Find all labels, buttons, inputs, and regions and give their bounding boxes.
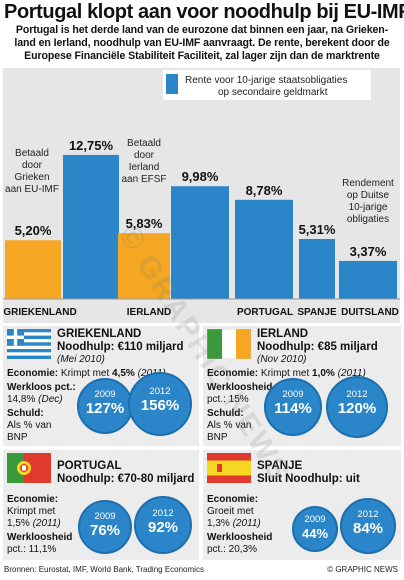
debt-circle-ireland-2012: 2012 120% xyxy=(326,376,388,438)
panel-unemp-val-portugal: pct.: 11,1% xyxy=(7,544,57,555)
legend-label: Rente voor 10-jarige staatsobligaties xyxy=(185,75,347,86)
panel-title-portugal: PORTUGAL xyxy=(57,460,122,472)
bar-value-label: 5,31% xyxy=(299,222,336,237)
intro-line: Portugal is het derde land van de eurozo… xyxy=(15,24,389,36)
debt-circle-spain-2012: 2012 84% xyxy=(340,498,396,554)
bar-blue xyxy=(171,186,229,299)
x-tick-label: GRIEKENLAND xyxy=(3,307,76,318)
x-tick-label: IERLAND xyxy=(127,307,171,318)
panel-unemp-val-ireland: pct.: 15% xyxy=(207,394,249,405)
bar-annotation: aan EU-IMF xyxy=(5,184,59,195)
panel-aid-greece: Noodhulp: €110 miljard xyxy=(57,341,184,353)
panel-aid-spain: Sluit Noodhulp: uit xyxy=(257,473,360,485)
bar-value-label: 5,20% xyxy=(15,223,52,238)
debt-circle-spain-2009: 2009 44% xyxy=(292,506,338,552)
panel-aid-portugal: Noodhulp: €70-80 miljard xyxy=(57,473,195,485)
x-tick-label: SPANJE xyxy=(297,307,337,318)
bar-value-label: 3,37% xyxy=(350,244,387,259)
panel-econ-portugal: Economie: xyxy=(7,494,59,505)
bar-blue xyxy=(63,154,119,299)
intro-text: Portugal is het derde land van de eurozo… xyxy=(4,24,400,63)
panel-unemp-greece: Werkloos pct.: xyxy=(7,382,76,393)
panel-title-greece: GRIEKENLAND xyxy=(57,328,142,340)
bar-annotation: 10-jarige xyxy=(349,202,388,213)
bar-value-label: 8,78% xyxy=(246,183,283,198)
bar-annotation: obligaties xyxy=(347,214,389,225)
legend-box xyxy=(163,70,371,100)
chart-svg: Rente voor 10-jarige staatsobligatiesop … xyxy=(3,70,400,323)
debt-circle-portugal-2009: 2009 76% xyxy=(78,500,132,554)
panel-econ-ireland: Economie: Krimpt met 1,0% (2011) xyxy=(207,368,366,379)
intro-line: Europese Financiële Stabiliteit Facilite… xyxy=(24,50,380,62)
bar-annotation: op Duitse xyxy=(347,190,390,201)
bar-annotation: Betaald xyxy=(127,138,161,149)
panel-econ-val-portugal: 1,5% (2011) xyxy=(7,518,61,529)
debt-circle-greece-2009: 2009 127% xyxy=(77,378,133,434)
headline: Portugal klopt aan voor noodhulp bij EU-… xyxy=(4,1,404,23)
bar-annotation: aan EFSF xyxy=(121,174,166,185)
panel-econ-text-spain: Groeit met xyxy=(207,506,254,517)
bar-annotation: Grieken xyxy=(14,172,49,183)
panel-unemp-val-spain: pct.: 20,3% xyxy=(207,544,258,555)
panel-unemp-val-greece: 14,8% (Dec) xyxy=(7,394,63,405)
panel-aid-ireland: Noodhulp: €85 miljard xyxy=(257,341,378,353)
x-tick-label: DUITSLAND xyxy=(341,307,399,318)
bond-yield-chart: Rente voor 10-jarige staatsobligaties op … xyxy=(3,68,400,323)
legend-label: op secondaire geldmarkt xyxy=(218,87,328,98)
bar-blue xyxy=(235,199,293,299)
panel-debt-ireland: Schuld: xyxy=(207,408,244,419)
bar-value-label: 9,98% xyxy=(182,169,219,184)
x-axis-band xyxy=(3,299,400,323)
panel-aid-date-ireland: (Nov 2010) xyxy=(257,354,307,365)
bar-value-label: 12,75% xyxy=(69,138,114,153)
intro-line: land en Ierland, noodhulp van EU-IMF aan… xyxy=(14,37,390,49)
panel-debt-unit2-greece: BNP xyxy=(7,432,28,443)
portugal-flag-icon xyxy=(7,453,51,483)
bar-value-label: 5,83% xyxy=(126,216,163,231)
panel-unemp-ireland: Werkloosheid xyxy=(207,382,273,393)
panel-debt-unit-ireland: Als % van xyxy=(207,420,252,431)
debt-circle-ireland-2009: 2009 114% xyxy=(264,378,322,436)
bar-annotation: door xyxy=(22,160,43,171)
panel-debt-unit-greece: Als % van xyxy=(7,420,52,431)
panel-econ-spain: Economie: xyxy=(207,494,259,505)
panel-debt-unit2-ireland: BNP xyxy=(207,432,228,443)
panel-title-ireland: IERLAND xyxy=(257,328,309,340)
greece-flag-icon xyxy=(7,329,51,359)
bar-annotation: door xyxy=(134,150,155,161)
bar-annotation: Ierland xyxy=(129,162,160,173)
debt-circle-greece-2012: 2012 156% xyxy=(128,372,192,436)
ireland-flag-icon xyxy=(207,329,251,359)
footer: Bronnen: Eurostat, IMF, World Bank, Trad… xyxy=(4,565,400,575)
panel-econ-val-spain: 1,3% (2011) xyxy=(207,518,261,529)
panel-unemp-portugal: Werkloosheid xyxy=(7,532,73,543)
bar-orange xyxy=(118,233,170,299)
bar-blue xyxy=(299,238,335,299)
panel-aid-date-greece: (Mei 2010) xyxy=(57,354,105,365)
bar-orange xyxy=(5,240,61,299)
spain-flag-icon xyxy=(207,453,251,483)
x-tick-label: PORTUGAL xyxy=(237,307,293,318)
panel-unemp-spain: Werkloosheid xyxy=(207,532,273,543)
legend-swatch-blue xyxy=(166,74,178,94)
credit-text: © GRAPHIC NEWS xyxy=(327,565,398,574)
sources-text: Bronnen: Eurostat, IMF, World Bank, Trad… xyxy=(4,565,204,574)
bar-blue xyxy=(339,260,397,299)
bar-annotation: Rendement xyxy=(342,178,394,189)
bar-annotation: Betaald xyxy=(15,148,49,159)
debt-circle-portugal-2012: 2012 92% xyxy=(134,496,192,554)
panel-econ-text-portugal: Krimpt met xyxy=(7,506,56,517)
panel-debt-greece: Schuld: xyxy=(7,408,44,419)
panel-title-spain: SPANJE xyxy=(257,460,303,472)
